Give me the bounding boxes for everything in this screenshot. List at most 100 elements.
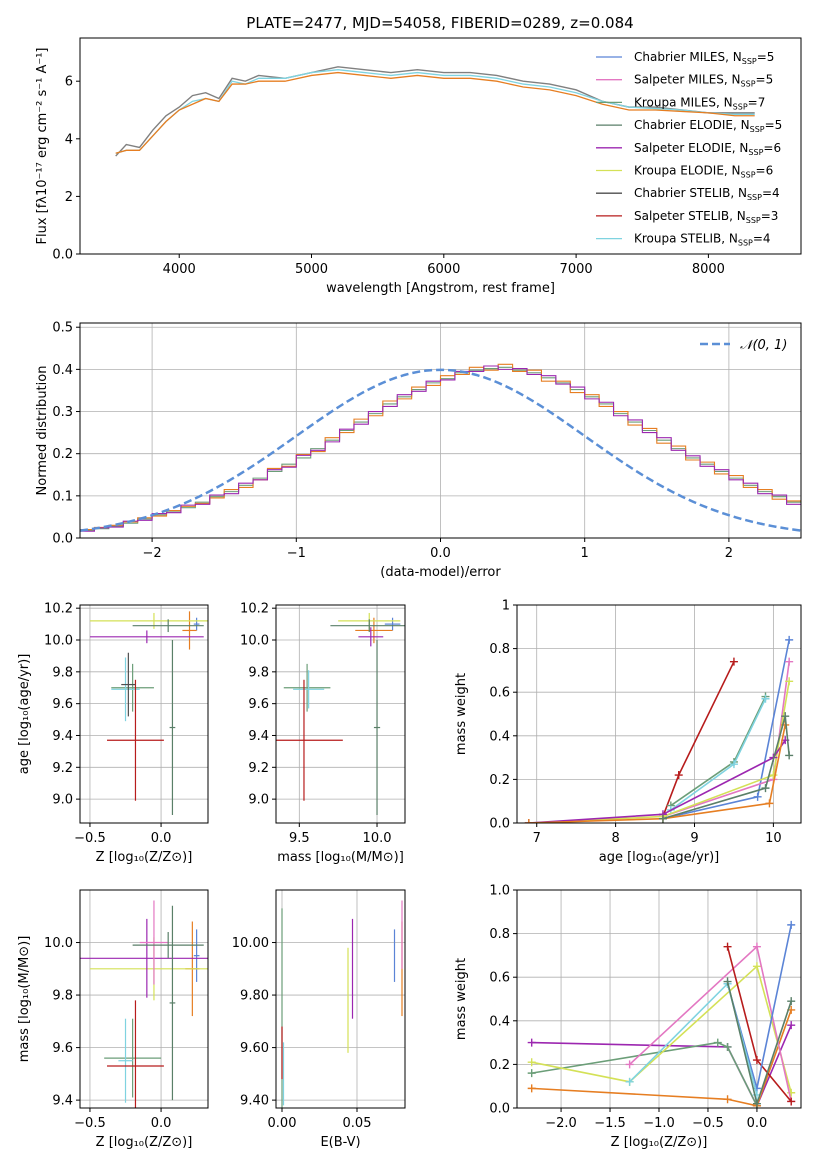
weight-marker — [785, 677, 794, 686]
mass_vs_ebv-frame — [275, 889, 406, 1109]
y-tick-label: 0.6 — [489, 971, 510, 986]
weight-marker — [753, 792, 762, 801]
weight_vs_age-frame — [516, 604, 802, 824]
weight-marker — [658, 814, 667, 823]
y-tick-label: 0.8 — [489, 927, 510, 942]
x-tick-label: 8000 — [692, 262, 725, 277]
weight-marker — [785, 657, 794, 666]
legend-suffix: =6 — [756, 164, 774, 178]
x-axis-label: age [log₁₀(age/yr)] — [599, 850, 720, 865]
y-tick-label: 9.8 — [248, 665, 269, 680]
x-tick-label: −0.5 — [74, 1116, 106, 1131]
y-tick-label: 0.5 — [52, 321, 73, 336]
legend-sub: SSP — [742, 57, 757, 66]
weight-marker — [723, 1095, 732, 1104]
weight-marker — [527, 1069, 536, 1078]
y-axis-label: mass weight — [454, 958, 469, 1040]
weight-marker — [527, 1058, 536, 1067]
y-tick-label: 0.0 — [489, 1102, 510, 1117]
weight-marker — [674, 771, 683, 780]
legend-sub: SSP — [741, 80, 756, 89]
x-tick-label: 7 — [533, 831, 541, 846]
x-axis-label: Z [log₁₀(Z/Z⊙)] — [96, 1135, 193, 1150]
y-tick-label: 10.2 — [240, 602, 269, 617]
y-tick-label: 9.8 — [52, 989, 73, 1004]
legend-sub: SSP — [748, 148, 763, 157]
mass_vs_z-frame — [79, 889, 209, 1109]
y-tick-label: 9.40 — [240, 1094, 269, 1109]
x-tick-label: 9 — [690, 831, 698, 846]
y-tick-label: 0.1 — [52, 489, 73, 504]
y-axis-label: mass [log₁₀(M/M⊙)] — [17, 936, 32, 1063]
age_vs_mass-plot-area — [276, 612, 405, 816]
weight-marker — [787, 1021, 796, 1030]
legend-entry: Salpeter STELIB, NSSP=3 — [634, 209, 778, 225]
y-tick-label: 9.2 — [52, 761, 73, 776]
y-tick-label: 0.3 — [52, 405, 73, 420]
y-tick-label: 0.4 — [489, 729, 510, 744]
y-axis-label: mass weight — [454, 673, 469, 755]
histogram-2 — [80, 365, 801, 532]
weight-series-7 — [629, 982, 758, 1096]
y-tick-label: 6 — [65, 75, 73, 90]
weight-series-7 — [528, 724, 787, 823]
legend-sub: SSP — [746, 216, 761, 225]
legend-entry: Salpeter MILES, NSSP=5 — [634, 73, 773, 89]
y-tick-label: 0.0 — [52, 532, 73, 547]
y-tick-label: 9.0 — [52, 793, 73, 808]
y-tick-label: 0.2 — [52, 447, 73, 462]
weight-marker — [527, 1038, 536, 1047]
legend-suffix: =5 — [757, 50, 775, 64]
weight-series-8 — [726, 981, 792, 1107]
age_vs_z-frame — [79, 604, 209, 824]
y-tick-label: 0.0 — [52, 248, 73, 263]
y-tick-label: 1 — [502, 599, 510, 614]
mass_vs_ebv-plot-area — [281, 900, 403, 1108]
y-tick-label: 0.2 — [489, 773, 510, 788]
mass_vs_z-plot-area — [80, 900, 208, 1108]
y-tick-label: 0.4 — [489, 1014, 510, 1029]
weight-series-6 — [528, 739, 786, 823]
weight-marker — [723, 977, 732, 986]
legend-entry: Kroupa MILES, NSSP=7 — [634, 95, 765, 111]
legend-entry: Kroupa ELODIE, NSSP=6 — [634, 164, 773, 180]
y-tick-label: 9.6 — [52, 697, 73, 712]
legend-suffix: =6 — [763, 141, 781, 155]
x-axis-label: Z [log₁₀(Z/Z⊙)] — [611, 1135, 708, 1150]
y-tick-label: 10.0 — [44, 634, 73, 649]
weight-marker — [723, 942, 732, 951]
y-tick-label: 9.8 — [52, 665, 73, 680]
weight-marker — [723, 1042, 732, 1051]
x-tick-label: −2.0 — [545, 1116, 577, 1131]
x-tick-label: 4000 — [163, 262, 196, 277]
weight-marker — [785, 751, 794, 760]
x-tick-label: 10 — [765, 831, 782, 846]
y-axis-label: Normed distribution — [35, 366, 50, 496]
y-tick-label: 0.2 — [489, 1058, 510, 1073]
weight-marker — [752, 962, 761, 971]
weight-series-2 — [531, 1009, 792, 1107]
legend-sub: SSP — [747, 193, 762, 202]
legend-sub: SSP — [741, 171, 756, 180]
legend-suffix: =3 — [761, 209, 779, 223]
y-tick-label: 1.0 — [489, 884, 510, 899]
legend-entry: Salpeter ELODIE, NSSP=6 — [634, 141, 781, 157]
age_vs_z-plot-area — [89, 611, 208, 816]
legend-suffix: =5 — [765, 118, 783, 132]
histogram-1 — [80, 363, 801, 531]
x-tick-label: 7000 — [560, 262, 593, 277]
legend-entry: Chabrier ELODIE, NSSP=5 — [634, 118, 782, 134]
weight_vs_age-plot-area — [524, 635, 794, 823]
y-tick-label: 9.4 — [248, 729, 269, 744]
weight-marker — [729, 657, 738, 666]
residuals-plot-area — [80, 363, 801, 532]
x-axis-label: wavelength [Angstrom, rest frame] — [326, 281, 555, 296]
weight-series-8 — [662, 715, 790, 820]
weight-marker — [765, 799, 774, 808]
x-tick-label: −2 — [143, 546, 162, 561]
legend-suffix: =5 — [756, 73, 774, 87]
weight-marker — [713, 1038, 722, 1047]
weight-marker — [524, 819, 533, 823]
x-tick-label: −1.0 — [643, 1116, 675, 1131]
weight-marker — [752, 1099, 761, 1108]
